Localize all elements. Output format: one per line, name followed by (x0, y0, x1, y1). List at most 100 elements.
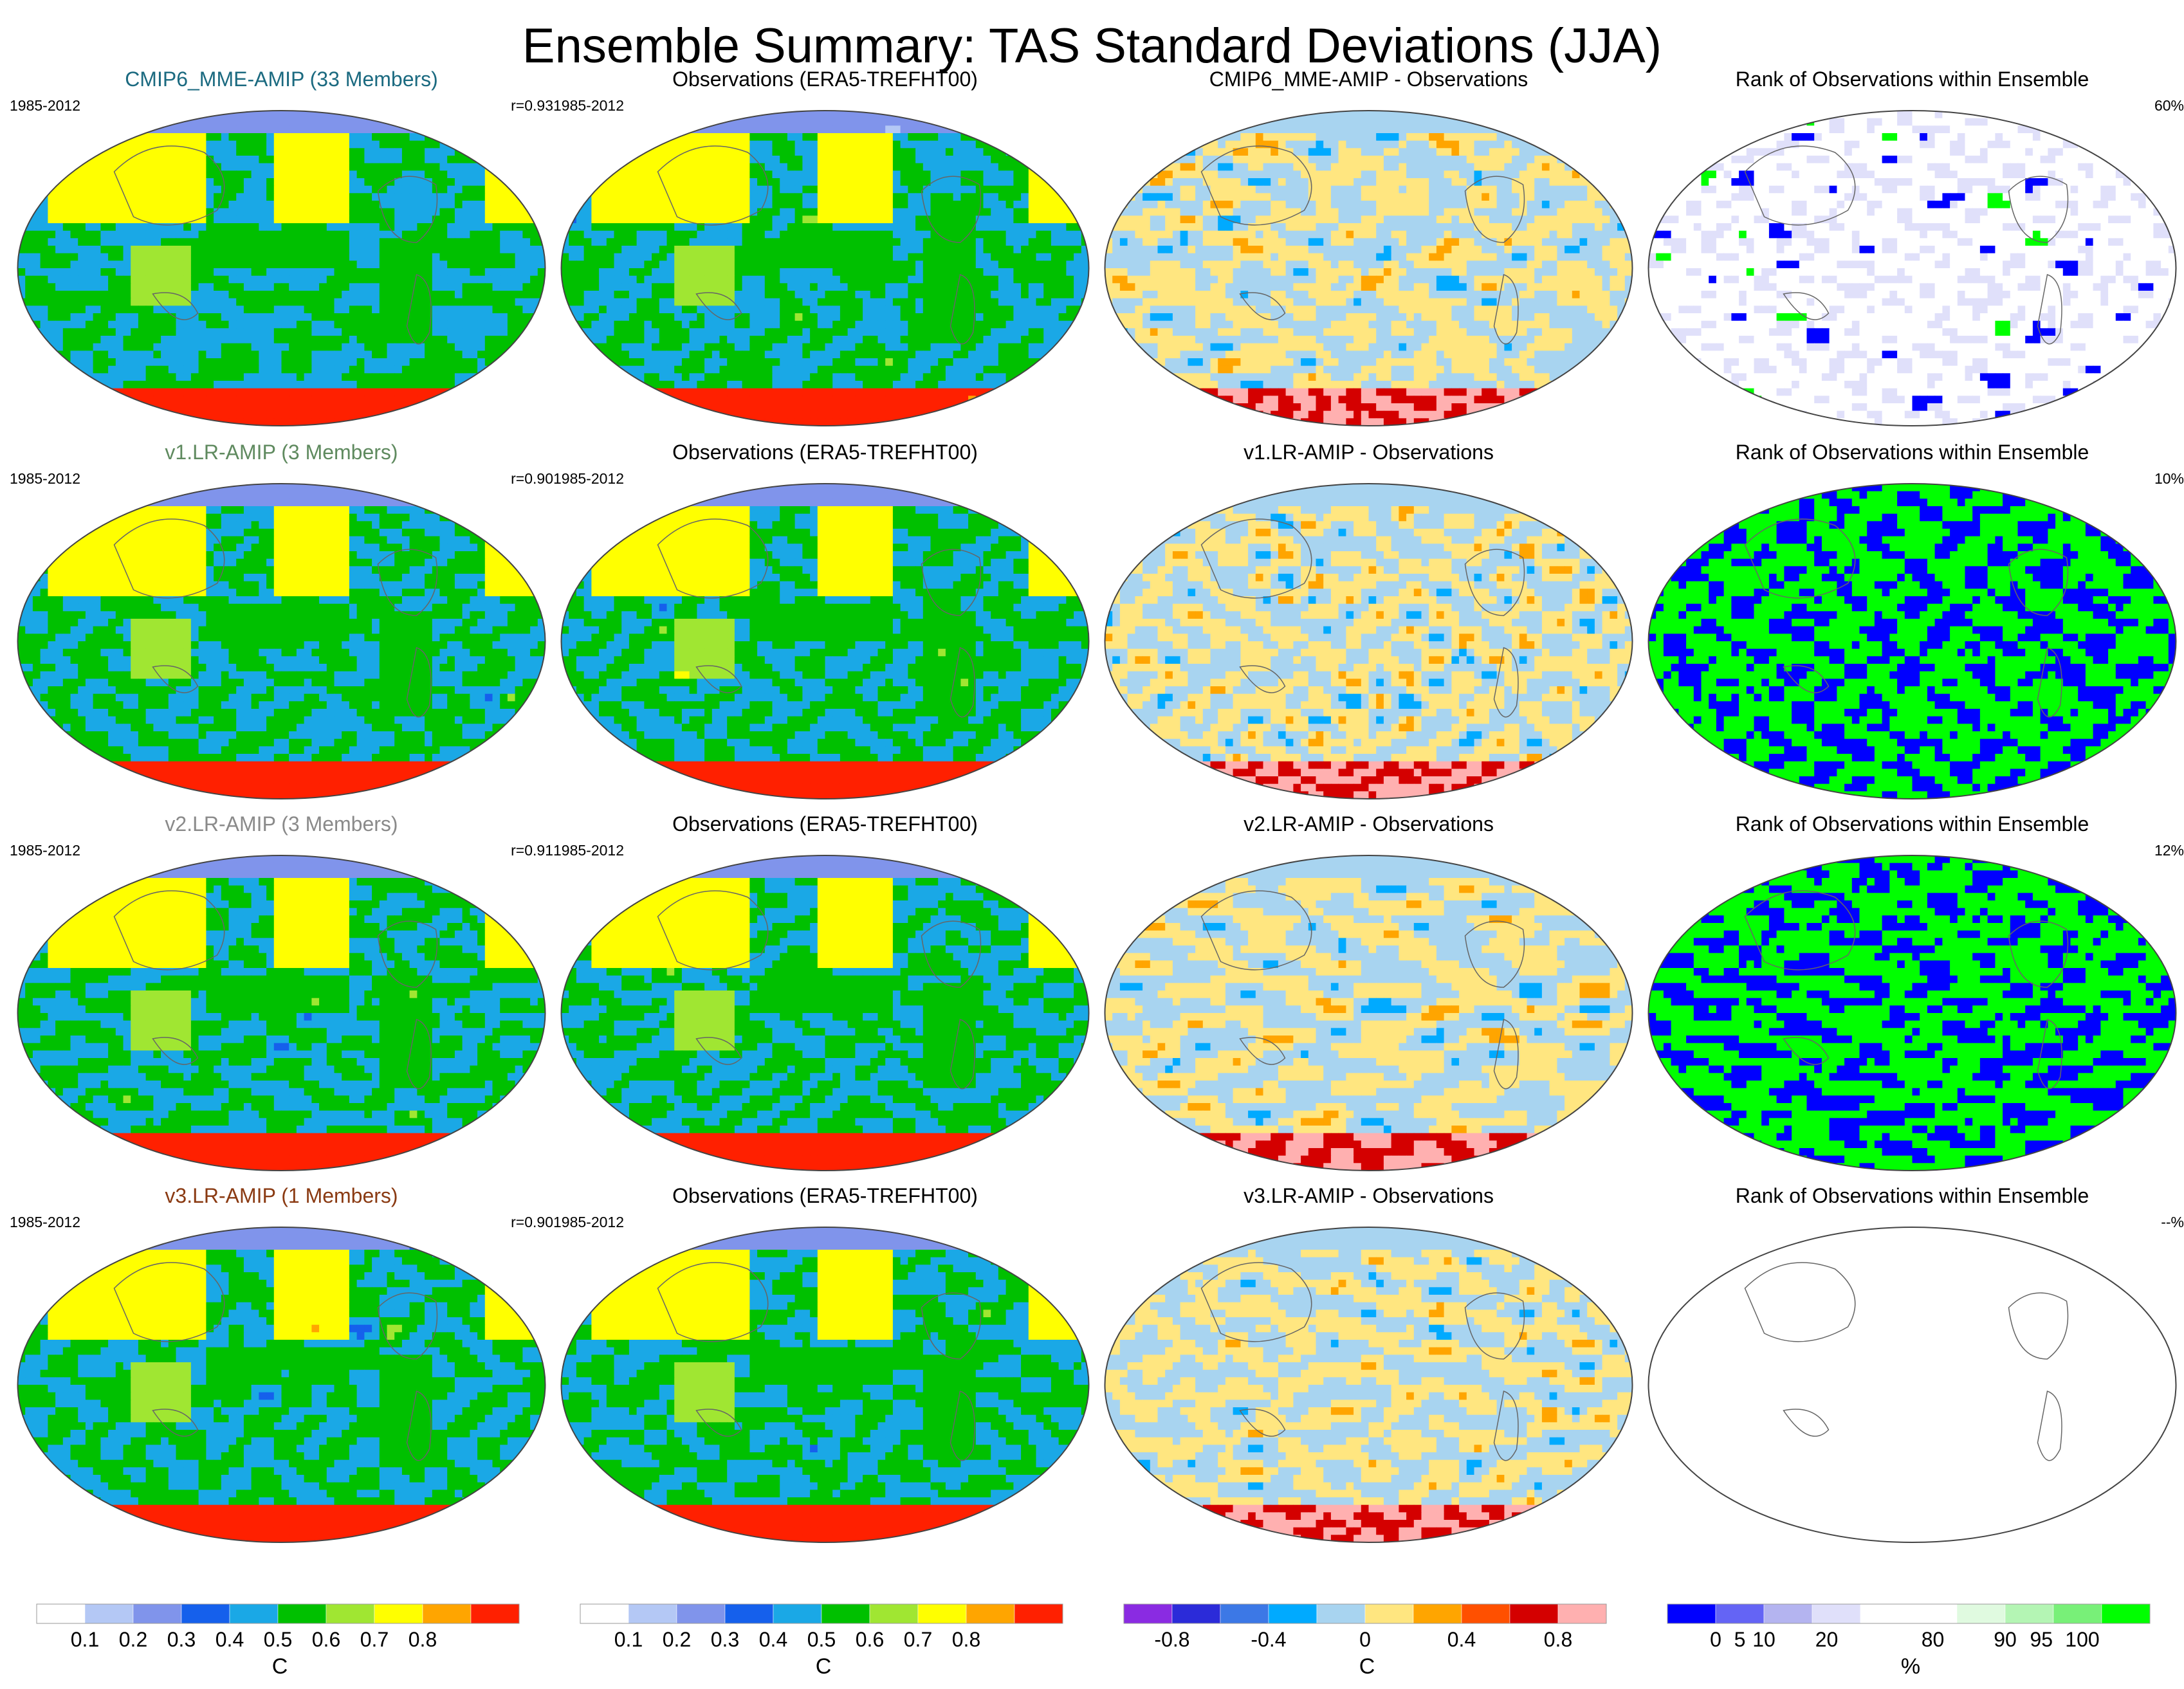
map-cell (477, 313, 486, 322)
map-cell (484, 328, 493, 336)
map-cell (704, 230, 713, 239)
map-cell (674, 260, 683, 269)
map-cell (810, 351, 818, 359)
map-cell (198, 298, 206, 306)
map-cell (764, 313, 773, 322)
map-cell (583, 291, 592, 299)
map-cell (190, 133, 199, 142)
map-cell (138, 403, 147, 412)
map-cell (259, 246, 267, 254)
map-cell (40, 208, 48, 216)
map-cell (870, 111, 879, 119)
map-cell (372, 170, 380, 179)
map-cell (689, 201, 697, 209)
map-cell (236, 185, 244, 194)
map-cell (749, 388, 758, 396)
map-cell (757, 118, 766, 126)
map-cell (1005, 343, 1014, 351)
map-cell (62, 223, 71, 232)
map-cell (507, 238, 516, 246)
map-cell (243, 351, 252, 359)
map-cell (273, 230, 282, 239)
map-cell (372, 283, 380, 291)
map-cell (190, 365, 199, 374)
map-cell (349, 268, 358, 277)
map-cell (975, 365, 984, 374)
map-cell (214, 320, 222, 329)
map-cell (719, 275, 728, 284)
map-cell (153, 178, 161, 187)
map-cell (953, 320, 961, 329)
map-cell (930, 381, 939, 389)
map-cell (123, 358, 131, 367)
map-cell (938, 230, 946, 239)
map-cell (832, 201, 841, 209)
map-cell (379, 373, 388, 381)
map-cell (674, 373, 683, 381)
map-cell (825, 396, 833, 404)
map-cell (401, 215, 410, 224)
map-cell (802, 410, 811, 419)
map-cell (221, 336, 230, 344)
map-cell (719, 163, 728, 171)
map-cell (1021, 178, 1029, 187)
map-cell (794, 410, 803, 419)
map-cell (394, 306, 403, 314)
map-cell (960, 230, 969, 239)
map-cell (439, 268, 448, 277)
map-cell (161, 365, 169, 374)
map-cell (447, 260, 455, 269)
map-cell (855, 163, 863, 171)
map-cell (515, 320, 523, 329)
map-cell (153, 298, 161, 306)
map-cell (417, 208, 425, 216)
map-cell (802, 208, 811, 216)
map-cell (922, 268, 931, 277)
map-cell (892, 388, 901, 396)
map-cell (704, 336, 713, 344)
map-cell (825, 125, 833, 134)
map-cell (983, 343, 991, 351)
map-cell (870, 230, 879, 239)
map-cell (742, 291, 750, 299)
map-cell (764, 185, 773, 194)
map-cell (447, 336, 455, 344)
map-cell (810, 381, 818, 389)
map-cell (734, 253, 743, 261)
map-cell (606, 208, 615, 216)
map-cell (372, 403, 380, 412)
map-cell (394, 351, 403, 359)
map-cell (922, 193, 931, 201)
map-cell (810, 178, 818, 187)
map-cell (674, 283, 683, 291)
map-cell (206, 358, 214, 367)
map-cell (138, 238, 147, 246)
map-cell (492, 283, 500, 291)
map-cell (1058, 230, 1067, 239)
map-cell (183, 185, 192, 194)
map-cell (704, 260, 713, 269)
map-cell (877, 298, 886, 306)
map-cell (711, 163, 720, 171)
map-cell (652, 193, 660, 201)
map-cell (764, 343, 773, 351)
map-cell (364, 156, 372, 164)
map-cell (462, 208, 470, 216)
map-cell (711, 306, 720, 314)
map-cell (409, 156, 418, 164)
map-cell (817, 396, 826, 404)
map-cell (55, 320, 64, 329)
map-cell (214, 358, 222, 367)
map-cell (32, 260, 41, 269)
map-cell (953, 351, 961, 359)
map-cell (281, 320, 289, 329)
map-cell (425, 185, 433, 194)
map-cell (522, 268, 531, 277)
map-cell (780, 118, 788, 126)
map-cell (214, 351, 222, 359)
map-cell (810, 238, 818, 246)
map-cell (273, 275, 282, 284)
map-cell (183, 156, 192, 164)
map-cell (62, 253, 71, 261)
map-cell (214, 170, 222, 179)
